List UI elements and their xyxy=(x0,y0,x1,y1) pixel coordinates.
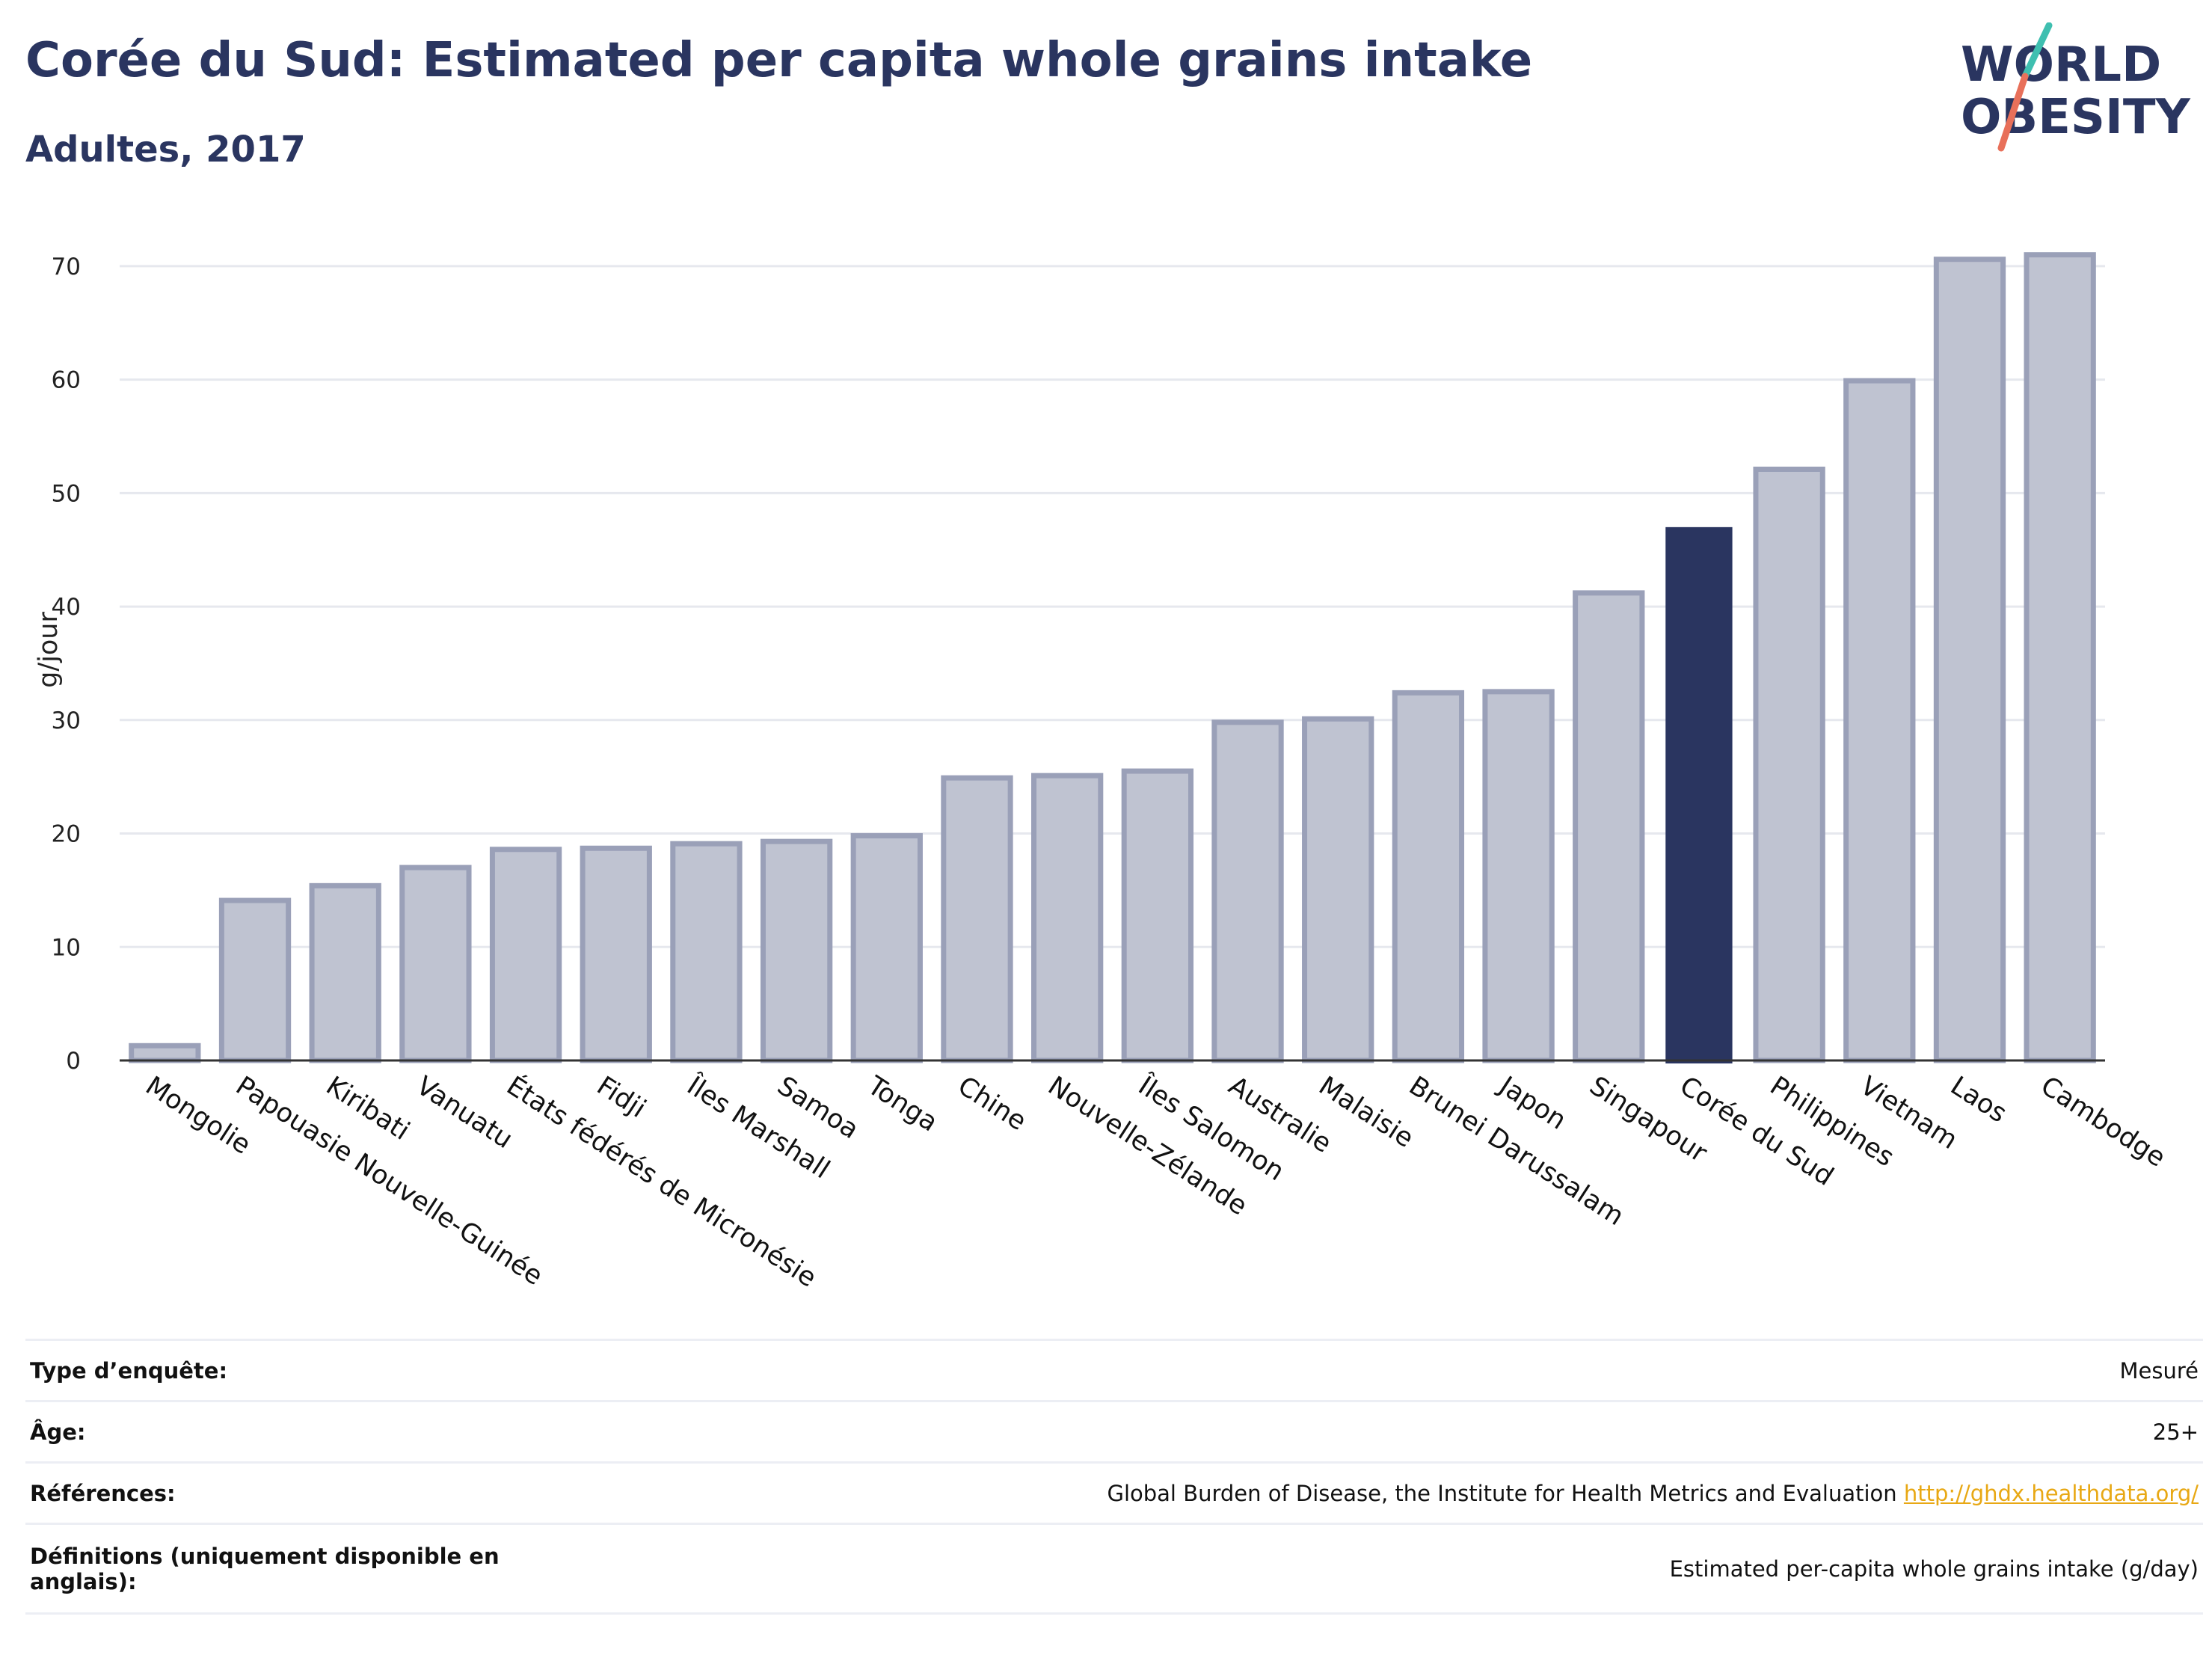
bar-highlight xyxy=(1665,526,1733,1063)
y-tick-label: 50 xyxy=(52,480,81,507)
y-tick-label: 0 xyxy=(66,1048,81,1075)
bar xyxy=(1753,466,1825,1063)
y-tick-label: 10 xyxy=(52,934,81,961)
logo-word-obesity: OBESITY xyxy=(1961,90,2190,145)
bar xyxy=(399,865,472,1063)
chart-subtitle: Adultes, 2017 xyxy=(25,129,306,171)
x-tick-label: Cambodge xyxy=(2036,1071,2171,1173)
bar xyxy=(580,845,652,1063)
x-tick-label: Laos xyxy=(1945,1071,2012,1129)
x-tick-label: Tonga xyxy=(861,1070,943,1137)
chart-title: Corée du Sud: Estimated per capita whole… xyxy=(25,33,1533,88)
bar xyxy=(760,838,833,1063)
bar xyxy=(1031,773,1104,1063)
y-tick-label: 30 xyxy=(52,707,81,734)
bar xyxy=(850,833,923,1063)
info-value: Global Burden of Disease, the Institute … xyxy=(513,1463,2203,1524)
info-label: Type d’enquête: xyxy=(30,1357,228,1384)
y-tick-label: 40 xyxy=(52,594,81,621)
reference-text: Global Burden of Disease, the Institute … xyxy=(1107,1480,1897,1506)
info-label: Âge: xyxy=(30,1419,86,1445)
bar xyxy=(218,897,292,1063)
logo-slash-red xyxy=(1997,73,2029,152)
bar xyxy=(1392,690,1465,1063)
logo-slash-teal xyxy=(2021,22,2053,80)
info-value: 25+ xyxy=(2152,1419,2199,1445)
bar xyxy=(309,882,381,1063)
info-label: Définitions (uniquement disponible en an… xyxy=(30,1543,500,1594)
bar xyxy=(489,847,562,1063)
x-tick-label: États fédérés de Micronésie xyxy=(501,1069,822,1293)
y-tick-label: 20 xyxy=(52,821,81,848)
logo-word-world: WORLD xyxy=(1961,37,2161,93)
info-row-age: Âge: 25+ xyxy=(25,1401,2203,1463)
y-axis-label: g/jour xyxy=(34,612,64,688)
info-row-survey-type: Type d’enquête: Mesuré xyxy=(25,1339,2203,1401)
world-obesity-logo[interactable]: WORLD OBESITY xyxy=(1944,22,2199,165)
x-tick-label: Fidji xyxy=(592,1071,651,1124)
info-value: Estimated per-capita whole grains intake… xyxy=(1669,1556,2199,1582)
y-tick-label: 60 xyxy=(52,367,81,394)
y-tick-label: 70 xyxy=(52,254,81,280)
bar xyxy=(1482,689,1555,1063)
bar xyxy=(1573,590,1645,1063)
bar xyxy=(1211,719,1284,1063)
bar xyxy=(1933,257,2006,1063)
x-tick-label: Corée du Sud xyxy=(1674,1071,1839,1192)
x-tick-label: Vanuatu xyxy=(411,1071,517,1155)
x-tick-label: Chine xyxy=(953,1071,1032,1137)
info-row-definitions: Définitions (uniquement disponible en an… xyxy=(25,1523,2203,1614)
info-row-references: Références: Global Burden of Disease, th… xyxy=(25,1462,2203,1524)
bar xyxy=(129,1043,201,1063)
bar xyxy=(2024,252,2096,1063)
reference-link[interactable]: http://ghdx.healthdata.org/ xyxy=(1903,1480,2199,1506)
bar xyxy=(670,841,743,1063)
bar xyxy=(1121,768,1193,1063)
bar xyxy=(1302,716,1374,1063)
info-value: Mesuré xyxy=(2119,1357,2199,1384)
info-label: Références: xyxy=(30,1480,176,1506)
bar xyxy=(1843,378,1916,1063)
info-table: Type d’enquête: Mesuré Âge: 25+ Référenc… xyxy=(25,1339,2203,1615)
bar xyxy=(941,775,1013,1063)
